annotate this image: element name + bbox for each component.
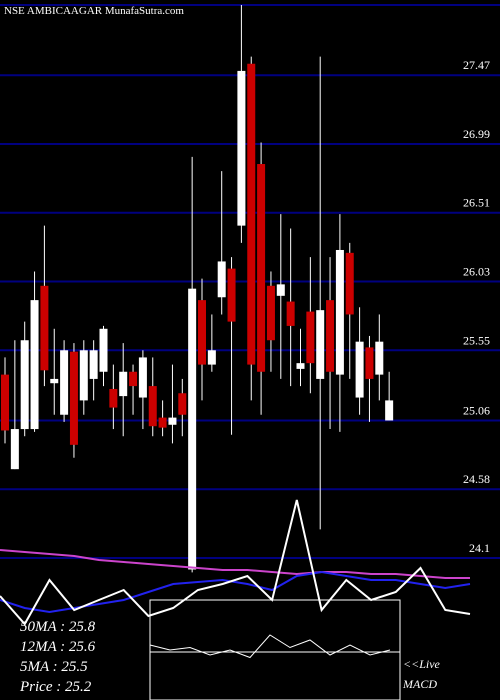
candle-body xyxy=(20,340,29,430)
candle-body xyxy=(148,386,157,427)
candle-body xyxy=(10,429,19,470)
candle-body xyxy=(237,70,246,226)
candle-body xyxy=(30,300,39,430)
y-tick-label: 24.58 xyxy=(463,472,490,486)
candle-body xyxy=(365,347,374,379)
candle-body xyxy=(326,300,335,372)
candle-body xyxy=(345,252,354,315)
y-tick-label: 27.96 xyxy=(463,0,490,2)
candle-body xyxy=(247,63,256,365)
candle-body xyxy=(227,268,236,322)
macd-label: MACD xyxy=(402,677,437,691)
ma-label: Price : 25.2 xyxy=(19,679,92,695)
y-tick-label: 25.06 xyxy=(463,403,490,417)
candle-body xyxy=(60,350,69,415)
candle-body xyxy=(109,388,118,408)
candle-body xyxy=(79,350,88,401)
ma-label: 50MA : 25.8 xyxy=(20,619,96,635)
candle-body xyxy=(50,378,59,384)
ma-label: 12MA : 25.6 xyxy=(20,639,96,655)
live-label: <<Live xyxy=(403,657,441,671)
series-line xyxy=(0,499,471,626)
candle-body xyxy=(138,357,147,398)
candle-body xyxy=(168,417,177,425)
y-tick-label: 26.03 xyxy=(463,265,490,279)
y-tick-label: 25.55 xyxy=(463,333,490,347)
candle-body xyxy=(89,350,98,379)
ma-label: 5MA : 25.5 xyxy=(20,659,88,675)
candle-body xyxy=(40,285,49,371)
y-tick-label: 27.47 xyxy=(463,58,490,72)
y-tick-label: 24.1 xyxy=(469,541,490,555)
y-tick-label: 26.51 xyxy=(463,196,490,210)
candle-body xyxy=(257,164,266,372)
candle-body xyxy=(119,371,128,397)
candle-body xyxy=(286,301,295,326)
chart-title: NSE AMBICAAGAR MunafaSutra.com xyxy=(4,5,184,17)
candle-body xyxy=(375,341,384,375)
candle-body xyxy=(188,288,197,570)
candle-body xyxy=(316,310,325,379)
series-line xyxy=(149,634,391,659)
macd-panel xyxy=(149,599,401,700)
candle-body xyxy=(129,371,138,387)
candle-body xyxy=(385,400,394,421)
candle-body xyxy=(99,328,108,372)
candle-body xyxy=(207,350,216,365)
y-tick-label: 26.99 xyxy=(463,127,490,141)
candle-body xyxy=(276,284,285,296)
candle-body xyxy=(355,341,364,398)
candle-body xyxy=(306,311,315,364)
candle-body xyxy=(178,393,187,415)
series-line xyxy=(0,549,470,579)
candle-body xyxy=(296,363,305,369)
candle-body xyxy=(217,261,226,298)
candle-body xyxy=(266,285,275,341)
candle-body xyxy=(158,417,167,428)
candle-body xyxy=(198,300,206,365)
candle-body xyxy=(335,249,344,375)
candle-body xyxy=(69,351,78,445)
candle-body xyxy=(1,374,9,431)
